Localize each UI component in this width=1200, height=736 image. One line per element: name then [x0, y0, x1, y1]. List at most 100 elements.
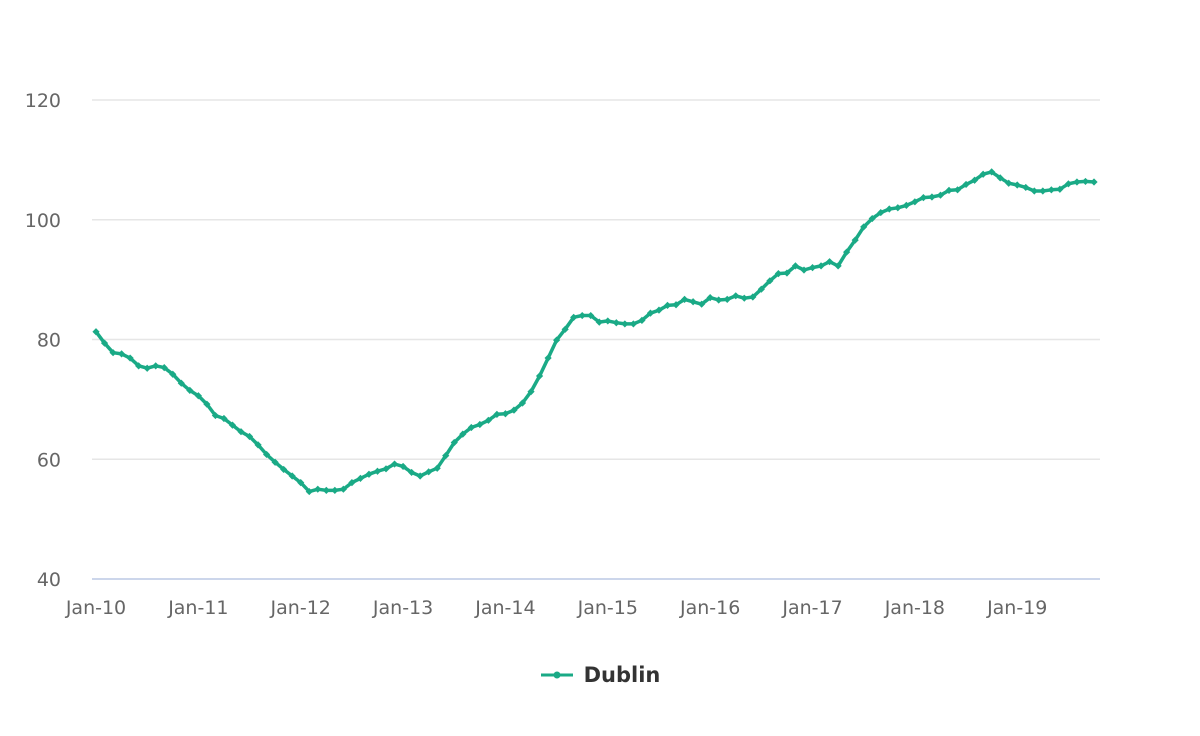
- data-point[interactable]: [612, 319, 620, 327]
- data-point[interactable]: [680, 295, 689, 303]
- data-point[interactable]: [390, 460, 399, 468]
- data-point[interactable]: [715, 296, 723, 304]
- data-point[interactable]: [860, 223, 868, 231]
- data-point[interactable]: [1005, 179, 1013, 187]
- data-point[interactable]: [578, 311, 586, 320]
- data-point[interactable]: [143, 364, 151, 372]
- data-point[interactable]: [902, 201, 910, 209]
- data-point[interactable]: [1030, 187, 1038, 195]
- data-point[interactable]: [723, 295, 731, 303]
- data-point[interactable]: [450, 438, 458, 447]
- data-point[interactable]: [1013, 181, 1021, 189]
- data-point[interactable]: [553, 336, 561, 344]
- data-point[interactable]: [740, 294, 748, 302]
- data-point[interactable]: [1064, 180, 1073, 188]
- data-point[interactable]: [297, 479, 305, 487]
- data-point[interactable]: [126, 354, 134, 362]
- data-point[interactable]: [382, 465, 390, 473]
- data-point[interactable]: [152, 362, 160, 370]
- data-point[interactable]: [408, 468, 416, 477]
- data-point[interactable]: [220, 414, 228, 423]
- data-point[interactable]: [92, 328, 100, 336]
- data-point[interactable]: [484, 416, 492, 424]
- data-point[interactable]: [544, 354, 552, 362]
- data-point[interactable]: [245, 432, 254, 441]
- data-point[interactable]: [211, 411, 220, 420]
- data-point[interactable]: [305, 487, 313, 496]
- data-point[interactable]: [1081, 177, 1090, 186]
- data-point[interactable]: [868, 214, 876, 223]
- data-point[interactable]: [587, 311, 595, 320]
- data-point[interactable]: [467, 423, 475, 432]
- data-point[interactable]: [791, 262, 800, 270]
- data-point[interactable]: [322, 486, 330, 494]
- data-point[interactable]: [894, 204, 902, 212]
- data-point[interactable]: [621, 320, 629, 328]
- data-point[interactable]: [996, 174, 1004, 182]
- data-point[interactable]: [356, 474, 365, 483]
- data-point[interactable]: [851, 236, 859, 244]
- data-point[interactable]: [604, 317, 612, 325]
- data-point[interactable]: [263, 450, 271, 459]
- data-point[interactable]: [433, 464, 441, 472]
- data-point[interactable]: [988, 168, 996, 176]
- data-point[interactable]: [663, 301, 672, 309]
- data-point[interactable]: [757, 285, 765, 293]
- data-point[interactable]: [160, 364, 168, 372]
- data-point[interactable]: [825, 258, 834, 266]
- data-point[interactable]: [1073, 178, 1081, 186]
- data-point[interactable]: [689, 298, 697, 306]
- data-point[interactable]: [834, 262, 842, 270]
- data-point[interactable]: [237, 428, 245, 436]
- data-point[interactable]: [271, 458, 279, 466]
- data-point[interactable]: [817, 262, 825, 270]
- data-point[interactable]: [945, 186, 953, 195]
- data-point[interactable]: [800, 266, 808, 274]
- data-point[interactable]: [135, 362, 143, 370]
- data-point[interactable]: [1047, 186, 1055, 194]
- data-point[interactable]: [962, 180, 970, 189]
- data-point[interactable]: [953, 186, 962, 194]
- data-point[interactable]: [493, 410, 501, 418]
- data-point[interactable]: [749, 293, 757, 301]
- data-point[interactable]: [442, 452, 450, 460]
- data-point[interactable]: [100, 339, 109, 347]
- data-point[interactable]: [518, 399, 527, 407]
- data-point[interactable]: [979, 170, 987, 178]
- data-point[interactable]: [595, 318, 603, 326]
- data-point[interactable]: [527, 387, 535, 396]
- data-point[interactable]: [348, 479, 356, 487]
- data-point[interactable]: [288, 472, 296, 480]
- data-point[interactable]: [203, 400, 211, 408]
- data-point[interactable]: [928, 193, 936, 201]
- data-point[interactable]: [698, 300, 706, 308]
- data-point[interactable]: [117, 350, 126, 358]
- data-point[interactable]: [843, 248, 851, 256]
- data-point[interactable]: [877, 208, 885, 217]
- data-point[interactable]: [331, 486, 339, 494]
- data-point[interactable]: [476, 420, 484, 429]
- data-point[interactable]: [510, 406, 518, 414]
- data-point[interactable]: [1056, 185, 1064, 193]
- data-point[interactable]: [416, 472, 424, 480]
- legend[interactable]: Dublin: [0, 655, 1200, 695]
- data-point[interactable]: [169, 370, 177, 378]
- data-point[interactable]: [970, 176, 979, 184]
- data-point[interactable]: [570, 313, 578, 321]
- data-point[interactable]: [365, 470, 373, 478]
- data-point[interactable]: [655, 306, 663, 314]
- data-point[interactable]: [177, 379, 185, 387]
- data-point[interactable]: [629, 320, 637, 328]
- data-point[interactable]: [646, 309, 655, 317]
- data-point[interactable]: [373, 467, 382, 475]
- data-point[interactable]: [1022, 183, 1030, 192]
- data-point[interactable]: [339, 485, 347, 493]
- data-point[interactable]: [638, 316, 646, 324]
- data-point[interactable]: [314, 485, 322, 493]
- data-point[interactable]: [911, 198, 919, 206]
- data-point[interactable]: [1039, 187, 1047, 195]
- data-point[interactable]: [919, 193, 928, 202]
- data-point[interactable]: [254, 441, 262, 449]
- data-point[interactable]: [672, 301, 680, 309]
- data-point[interactable]: [766, 277, 774, 285]
